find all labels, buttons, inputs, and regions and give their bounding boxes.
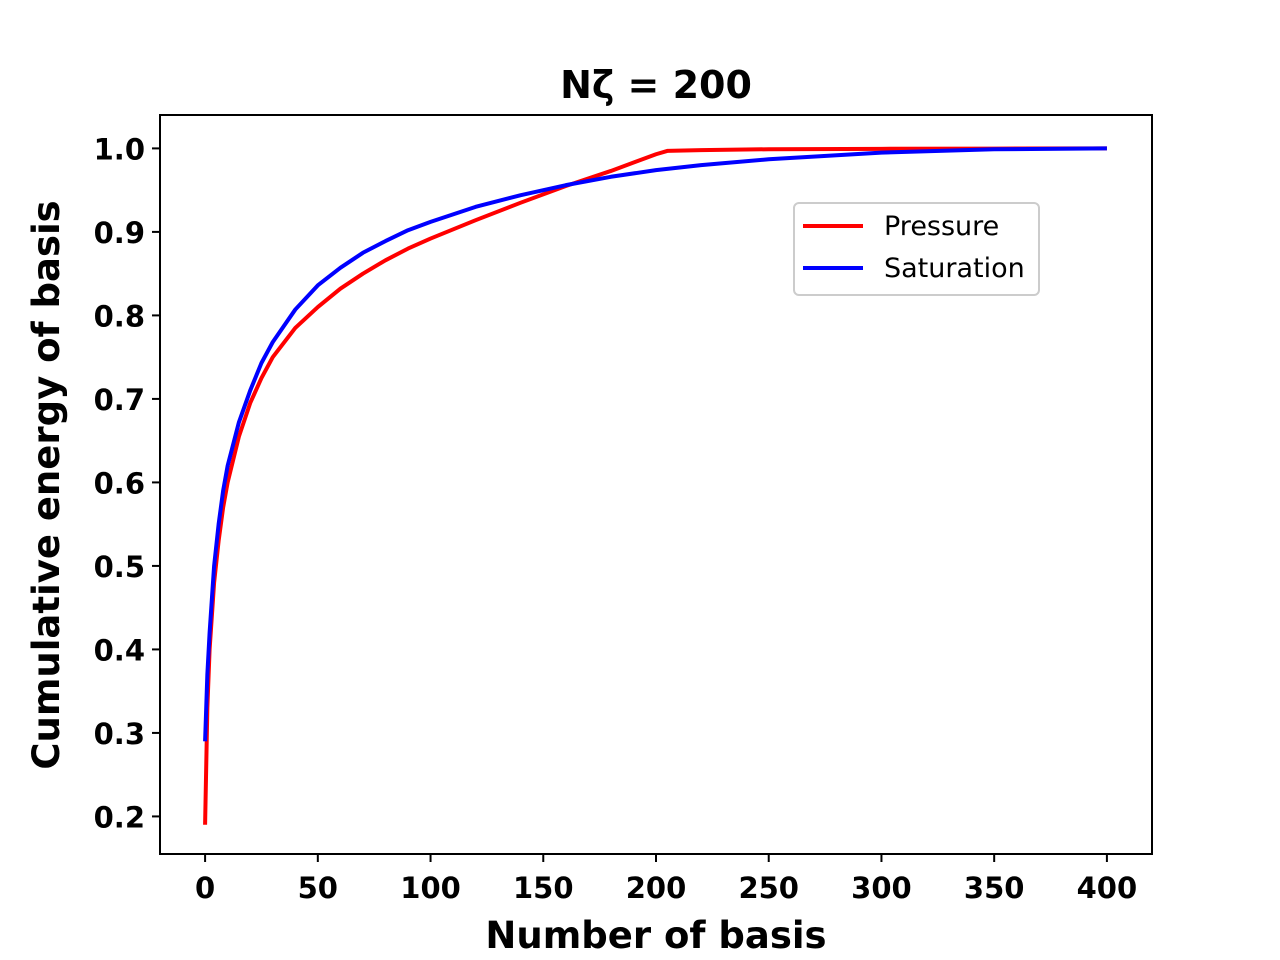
x-tick-label: 150 [513, 871, 574, 905]
x-axis: 0 50 100 150 200 250 300 350 400 [195, 854, 1137, 905]
y-tick-label: 0.3 [94, 717, 145, 751]
x-tick-label: 250 [738, 871, 799, 905]
series-lines [203, 146, 1107, 825]
x-axis-label: Number of basis [485, 914, 826, 957]
x-tick-label: 400 [1077, 871, 1138, 905]
x-tick-label: 200 [626, 871, 687, 905]
y-axis-label: Cumulative energy of basis [25, 200, 68, 769]
x-tick-label: 100 [400, 871, 461, 905]
y-axis: 0.2 0.3 0.4 0.5 0.6 0.7 0.8 0.9 1.0 [94, 132, 160, 834]
y-tick-label: 0.4 [94, 633, 145, 667]
y-tick-label: 0.9 [94, 216, 145, 250]
x-tick-label: 300 [851, 871, 912, 905]
y-tick-label: 0.5 [94, 550, 145, 584]
series-line-pressure [203, 146, 1107, 825]
y-tick-label: 0.7 [94, 383, 145, 417]
y-tick-label: 0.2 [94, 800, 145, 834]
x-tick-label: 350 [964, 871, 1025, 905]
legend-label-saturation: Saturation [884, 253, 1025, 284]
chart-title: Nζ = 200 [560, 63, 752, 107]
y-tick-label: 0.8 [94, 299, 145, 333]
legend-label-pressure: Pressure [884, 211, 999, 242]
legend: Pressure Saturation [793, 202, 1040, 296]
y-tick-label: 0.6 [94, 466, 145, 500]
series-line-saturation [203, 146, 1107, 742]
x-tick-label: 50 [298, 871, 338, 905]
x-tick-label: 0 [195, 871, 215, 905]
y-tick-label: 1.0 [94, 132, 145, 166]
